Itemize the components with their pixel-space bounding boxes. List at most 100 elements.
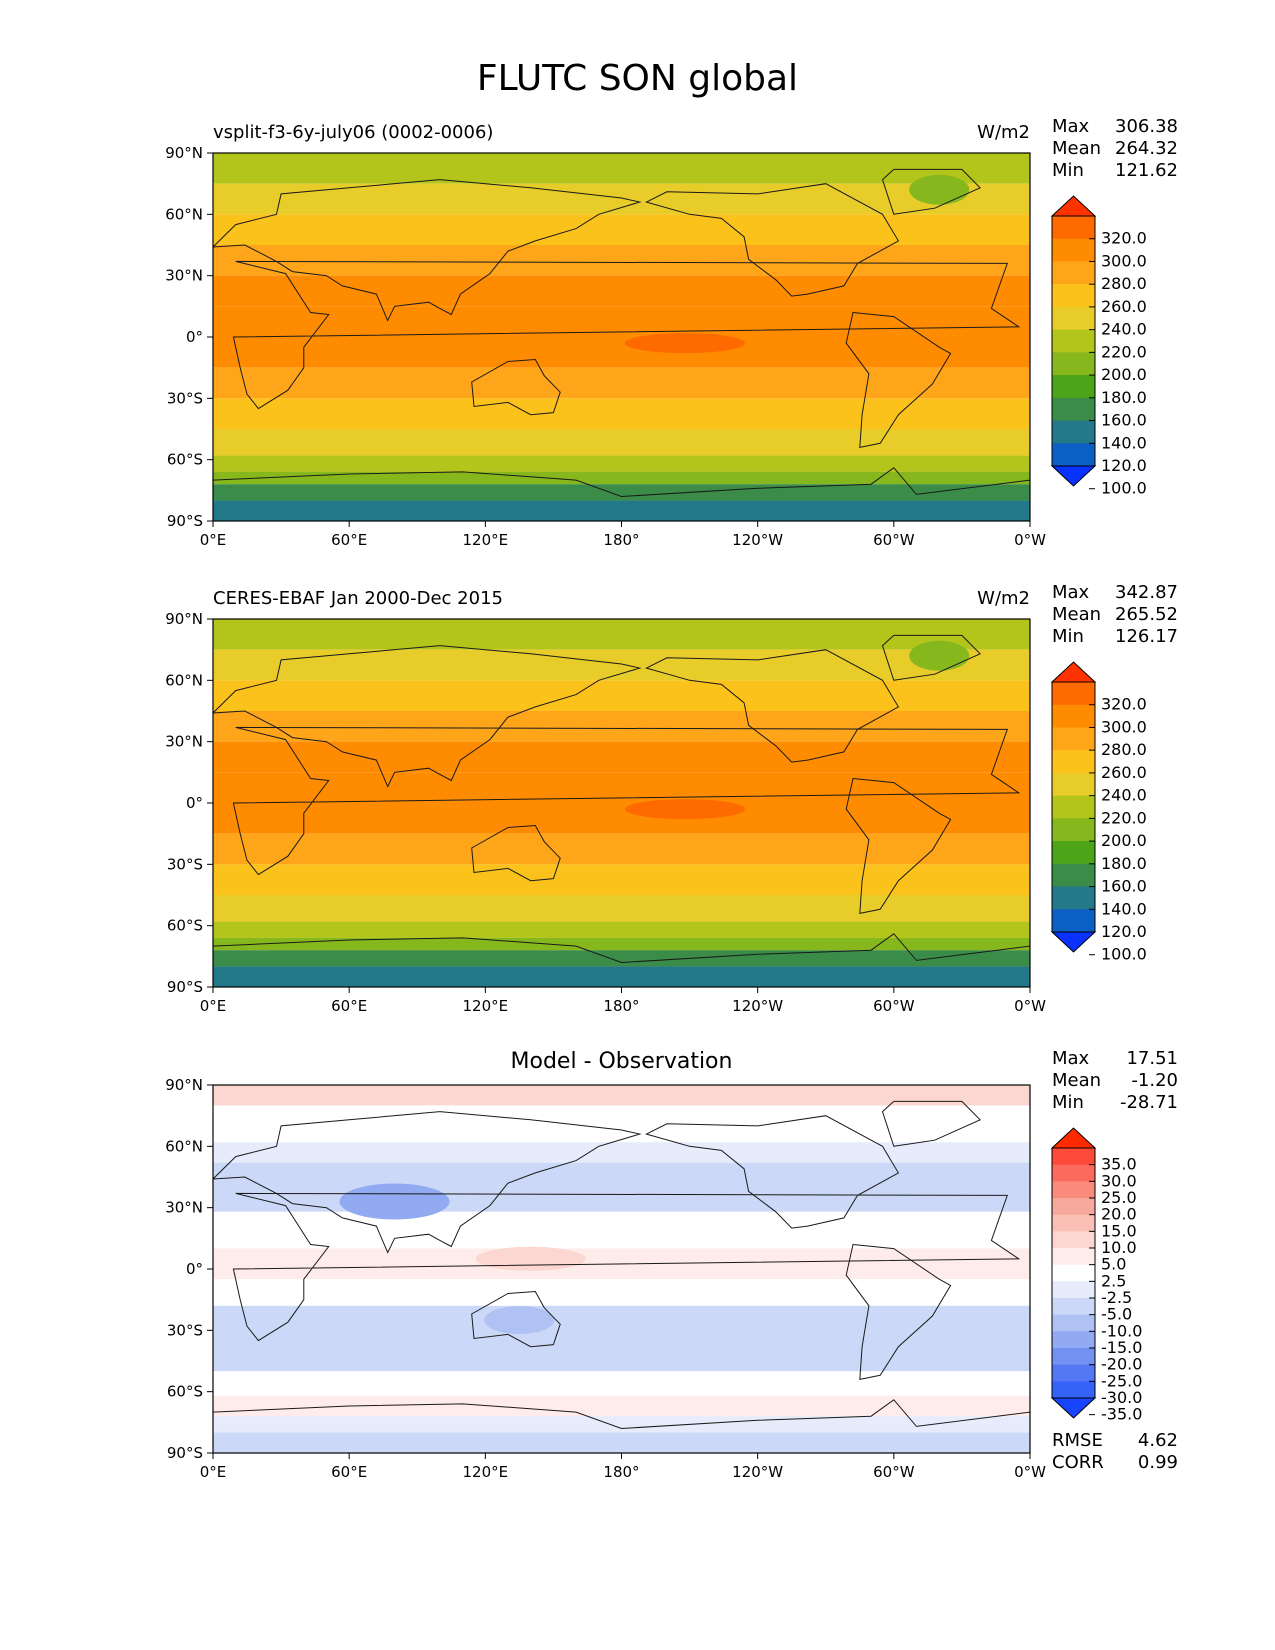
colorbar-segment — [1052, 886, 1095, 910]
colorbar-segment — [1052, 682, 1095, 706]
colorbar-segment — [1052, 750, 1095, 774]
colorbar-segment — [1052, 1381, 1095, 1399]
colorbar-label: 260.0 — [1101, 297, 1147, 316]
colorbar-label: -10.0 — [1101, 1321, 1142, 1340]
y-tick-label: 90°N — [165, 144, 203, 162]
field-band — [213, 484, 1030, 501]
colorbar-segment — [1052, 352, 1095, 376]
field-band — [213, 1371, 1030, 1396]
coastline — [845, 777, 952, 915]
y-tick-label: 60°N — [165, 671, 203, 689]
map-panel-2: 0°E 60°E 120°E 180° 120°W 60°W 0°W 90°N 60°N 30°N… — [165, 610, 1147, 1015]
coastline — [645, 649, 900, 763]
colorbar-segment — [1052, 841, 1095, 865]
colorbar: 35.030.025.020.015.010.05.02.5-2.5-5.0-1… — [1050, 1127, 1142, 1424]
colorbar-segment — [1052, 1164, 1095, 1182]
coastline — [645, 1115, 900, 1229]
colorbar-label: 200.0 — [1101, 365, 1147, 384]
colorbar-segment — [1052, 863, 1095, 888]
x-tick-label: 180° — [603, 997, 639, 1015]
x-tick-label: 60°W — [873, 531, 915, 549]
x-tick-label: 180° — [603, 1463, 639, 1481]
colorbar-segment — [1052, 261, 1095, 285]
panel-1-units: W/m2 — [977, 122, 1030, 143]
stat-row: Min 121.62 — [1052, 160, 1178, 182]
coastline — [213, 1111, 642, 1254]
field-band — [213, 245, 1030, 276]
field-band — [213, 398, 1030, 429]
stat-row: Max 17.51 — [1052, 1048, 1178, 1070]
field-band — [213, 429, 1030, 456]
field-band — [213, 1395, 1030, 1417]
colorbar-label: 30.0 — [1101, 1171, 1137, 1190]
field-max-blob — [625, 333, 746, 354]
greenland-blob — [909, 640, 970, 671]
colorbar-label: 10.0 — [1101, 1238, 1137, 1257]
stat-label: Min — [1052, 626, 1084, 647]
warmpool-blob — [475, 1246, 586, 1271]
panel-2-title: CERES-EBAF Jan 2000-Dec 2015 — [213, 588, 503, 609]
y-tick-label: 30°S — [167, 1321, 203, 1339]
coastline — [881, 1100, 981, 1147]
x-tick-label: 120°E — [463, 1463, 509, 1481]
field-band — [213, 1305, 1030, 1372]
y-tick-label: 60°N — [165, 1137, 203, 1155]
x-tick-label: 120°E — [463, 997, 509, 1015]
map-field — [213, 153, 1030, 521]
y-tick-label: 30°N — [165, 1199, 203, 1217]
colorbar-label: 200.0 — [1101, 831, 1147, 850]
stat-label: Min — [1052, 160, 1084, 181]
y-tick-label: 60°S — [167, 451, 203, 469]
x-tick-label: 120°W — [732, 531, 783, 549]
colorbar-frame — [1051, 1147, 1096, 1399]
colorbar-segment — [1052, 1181, 1095, 1199]
greenland-blob — [909, 174, 970, 205]
tibet-blob — [339, 1183, 450, 1220]
colorbar-segment — [1052, 1198, 1095, 1216]
stat-label: Mean — [1052, 1070, 1102, 1091]
colorbar-min-extension — [1050, 465, 1097, 487]
y-tick-label: 30°S — [167, 389, 203, 407]
stat-label: RMSE — [1052, 1430, 1103, 1451]
stat-row: Max 306.38 — [1052, 116, 1178, 138]
colorbar-segment — [1052, 443, 1095, 467]
field-band — [213, 214, 1030, 245]
coastline — [645, 183, 900, 297]
colorbar-label: 300.0 — [1101, 717, 1147, 736]
colorbar-segment — [1052, 375, 1095, 399]
x-tick-label: 60°W — [873, 1463, 915, 1481]
colorbar-label: 20.0 — [1101, 1205, 1137, 1224]
colorbar-max-extension — [1050, 661, 1097, 683]
colorbar-label: 100.0 — [1101, 945, 1147, 964]
field-band — [213, 741, 1030, 773]
stat-value: 121.62 — [1115, 160, 1178, 181]
colorbar-label: 120.0 — [1101, 922, 1147, 941]
stat-row: CORR 0.99 — [1052, 1452, 1178, 1474]
colorbar-label: 320.0 — [1101, 229, 1147, 248]
field-band — [213, 950, 1030, 967]
panel-3-extra-stats: RMSE 4.62 CORR 0.99 — [1052, 1430, 1178, 1474]
colorbar-label: 220.0 — [1101, 342, 1147, 361]
field-band — [213, 711, 1030, 742]
x-tick-label: 0°W — [1014, 1463, 1046, 1481]
y-tick-label: 0° — [186, 328, 203, 346]
x-tick-label: 180° — [603, 531, 639, 549]
stat-label: Mean — [1052, 604, 1102, 625]
colorbar-label: 2.5 — [1101, 1271, 1126, 1290]
x-tick-label: 120°E — [463, 531, 509, 549]
coastline — [232, 260, 1021, 410]
stat-row: RMSE 4.62 — [1052, 1430, 1178, 1452]
coastline — [232, 726, 1021, 876]
y-tick-label: 0° — [186, 794, 203, 812]
colorbar-label: 220.0 — [1101, 808, 1147, 827]
field-band — [213, 1085, 1030, 1106]
coastline — [471, 824, 561, 882]
colorbar-label: 280.0 — [1101, 274, 1147, 293]
colorbar-segment — [1052, 727, 1095, 751]
coastline — [881, 634, 981, 681]
x-tick-label: 120°W — [732, 1463, 783, 1481]
colorbar-label: 260.0 — [1101, 763, 1147, 782]
field-band — [213, 367, 1030, 399]
colorbar-segment — [1052, 397, 1095, 422]
coastline — [213, 1399, 1030, 1453]
